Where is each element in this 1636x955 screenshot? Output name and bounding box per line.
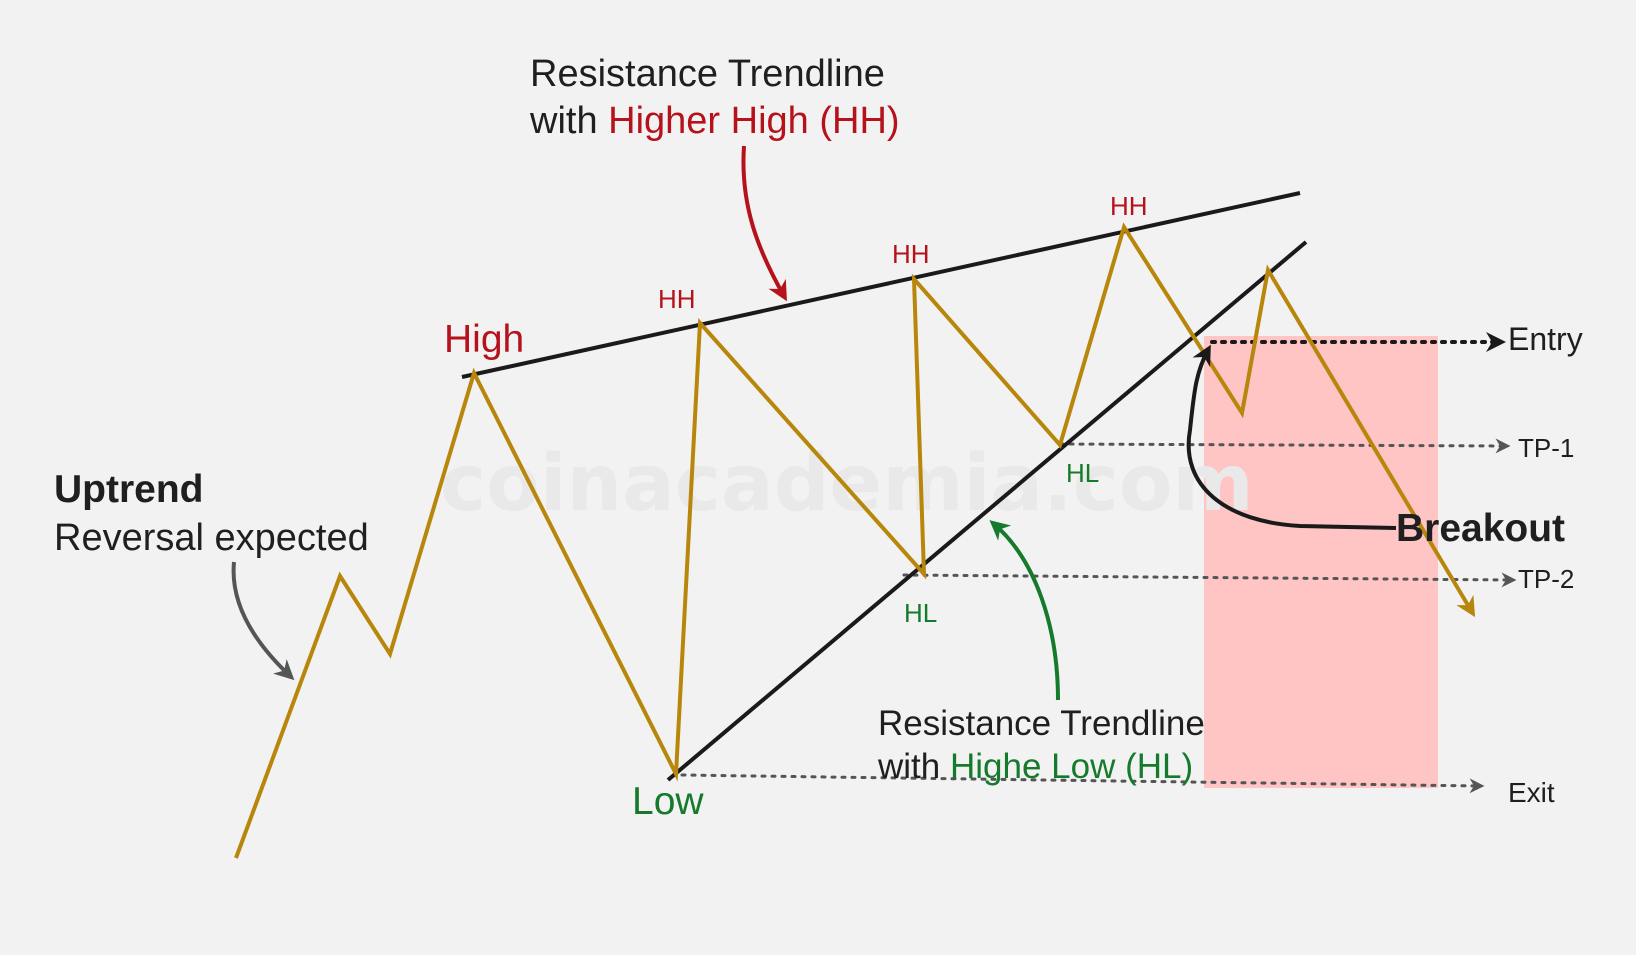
price-path [234, 222, 1476, 859]
hh-label-3: HH [1110, 191, 1148, 221]
breakout-pointer-arrow [1186, 344, 1397, 530]
title-line2-prefix: with [529, 100, 608, 142]
support-annotation: Resistance Trendline with Highe Low (HL) [877, 704, 1215, 786]
uptrend-pointer-arrow [231, 561, 295, 681]
exit-level-line [680, 773, 1485, 794]
resistance-trendline [461, 191, 1301, 379]
low-label: Low [632, 780, 704, 823]
tp2-label: TP-2 [1518, 564, 1574, 594]
support-line2-highlight: Highe Low (HL) [950, 747, 1193, 786]
entry-label: Entry [1508, 321, 1583, 357]
title-line1: Resistance Trendline [530, 53, 885, 95]
title-line2-highlight: Higher High (HH) [608, 100, 899, 142]
title-pointer-arrow [741, 145, 787, 302]
exit-label: Exit [1508, 777, 1555, 808]
hl-label-2: HL [1066, 458, 1099, 488]
support-trendline [666, 240, 1308, 782]
hl-label-1: HL [904, 598, 937, 628]
support-pointer-arrow [989, 520, 1060, 701]
tp1-label: TP-1 [1518, 433, 1574, 463]
tp2-level-line [902, 572, 1517, 588]
breakout-zone [1204, 336, 1438, 788]
high-label: High [444, 318, 524, 361]
title-annotation: Resistance Trendline with Higher High (H… [529, 53, 900, 142]
support-line2-prefix: with [877, 747, 950, 786]
support-line1: Resistance Trendline [878, 704, 1205, 743]
uptrend-label: Uptrend [54, 468, 204, 511]
reversal-label: Reversal expected [54, 517, 369, 559]
hh-label-1: HH [658, 284, 696, 314]
tp1-level-line [1058, 438, 1511, 454]
breakout-label: Breakout [1396, 507, 1565, 550]
watermark: coinacademia.com [440, 439, 1254, 529]
hh-label-2: HH [892, 239, 930, 269]
